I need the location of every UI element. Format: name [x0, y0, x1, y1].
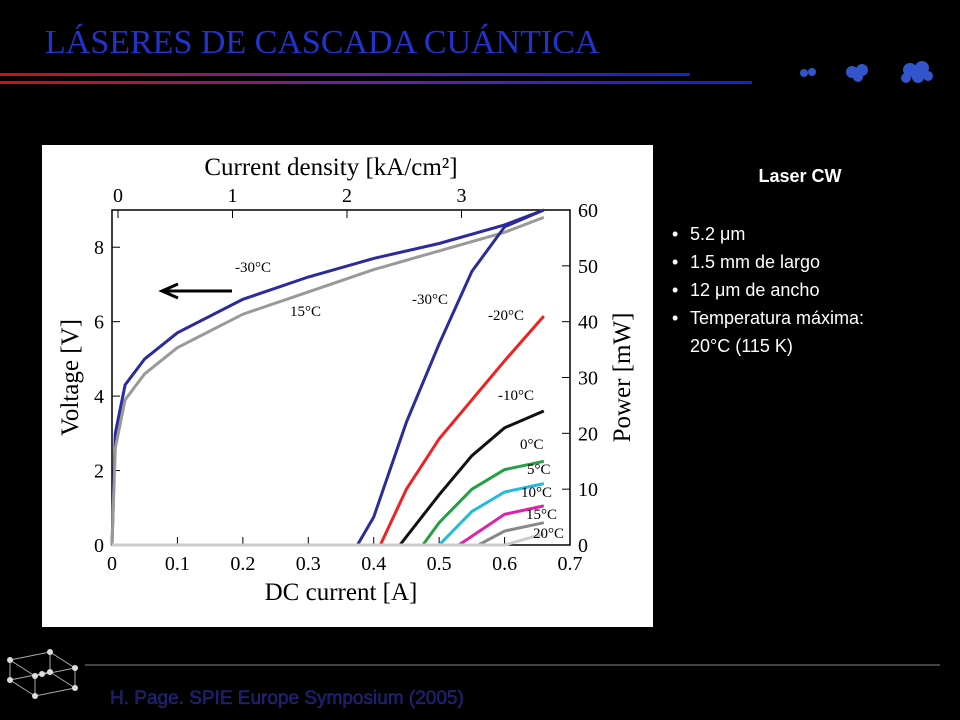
bullet-list: • 5.2 μm • 1.5 mm de largo • 12 μm de ancho • T…	[672, 224, 864, 356]
y2-tick-label: 20	[578, 423, 598, 445]
y-tick-label: 8	[94, 237, 104, 259]
x-tick-label: 0.5	[427, 553, 452, 575]
series-line	[110, 208, 545, 546]
series-line	[112, 208, 545, 547]
x-tick-label: 0.2	[230, 553, 255, 575]
title-rule	[0, 81, 752, 84]
y2-tick-label: 50	[578, 256, 598, 278]
y2-tick-label: 10	[578, 479, 598, 501]
y-tick-label: 6	[94, 312, 104, 334]
molecule-icons	[800, 61, 933, 83]
y2-tick-label: 30	[578, 368, 598, 390]
curve-label: 5°C	[527, 462, 551, 478]
x-axis-label: DC current [A]	[265, 579, 418, 606]
x2-tick-label: 2	[342, 185, 352, 207]
y-tick-label: 0	[94, 535, 104, 557]
slide-title: LÁSERES DE CASCADA CUÁNTICA	[45, 24, 600, 61]
x-tick-label: 0.1	[165, 553, 190, 575]
y2-tick-label: 60	[578, 200, 598, 222]
y-tick-label: 2	[94, 461, 104, 483]
curve-label: 10°C	[521, 485, 552, 501]
x-tick-label: 0.4	[361, 553, 386, 575]
curve-label: -10°C	[498, 388, 534, 404]
bullet-text: Temperatura máxima: 20°C (115 K)	[690, 308, 864, 356]
series-line	[112, 532, 545, 547]
curve-label: -30°C	[412, 292, 448, 308]
chart: 0 0.1 0.2 0.3 0.4 0.5 0.6 0.70 1 2 302468010203040…	[57, 154, 636, 606]
x-tick-label: 0	[107, 553, 117, 575]
x2-tick-label: 0	[113, 185, 123, 207]
bullet-text: 12 μm de ancho	[690, 280, 819, 300]
curve-label: 20°C	[533, 526, 564, 542]
y-axis-label: Voltage [V]	[57, 319, 84, 436]
bullet-dot: •	[672, 280, 678, 300]
bullet-dot: •	[672, 252, 678, 272]
curve-label: -30°C	[235, 260, 271, 276]
panel-title: Laser CW	[758, 166, 841, 186]
bullet-dot: •	[672, 224, 678, 244]
series-line	[110, 215, 545, 546]
bullet-text: 5.2 μm	[690, 224, 745, 244]
curve-label: -20°C	[488, 308, 524, 324]
x-tick-label: 0.7	[558, 553, 583, 575]
bullet-text: 1.5 mm de largo	[690, 252, 820, 272]
bullet-dot: •	[672, 308, 678, 328]
arrow	[158, 282, 232, 300]
y-tick-label: 4	[94, 386, 104, 408]
bullet-line: 20°C (115 K)	[690, 336, 793, 356]
x-tick-label: 0.3	[296, 553, 321, 575]
y2-tick-label: 40	[578, 312, 598, 334]
y2-axis-label: Power [mW]	[609, 313, 636, 443]
chart-image	[42, 145, 653, 627]
citation: H. Page. SPIE Europe Symposium (2005)	[110, 688, 464, 709]
x2-axis-label: Current density [kA/cm²]	[204, 154, 457, 181]
x2-tick-label: 1	[228, 185, 238, 207]
bullet-line: Temperatura máxima:	[690, 308, 864, 328]
curve-label: 15°C	[290, 304, 321, 320]
y2-tick-label: 0	[578, 535, 588, 557]
curve-label: 0°C	[520, 437, 544, 453]
title-rule	[0, 73, 690, 76]
x-tick-label: 0.6	[492, 553, 517, 575]
curve-label: 15°C	[526, 507, 557, 523]
x2-tick-label: 3	[457, 185, 467, 207]
crystal-atoms	[7, 649, 78, 699]
